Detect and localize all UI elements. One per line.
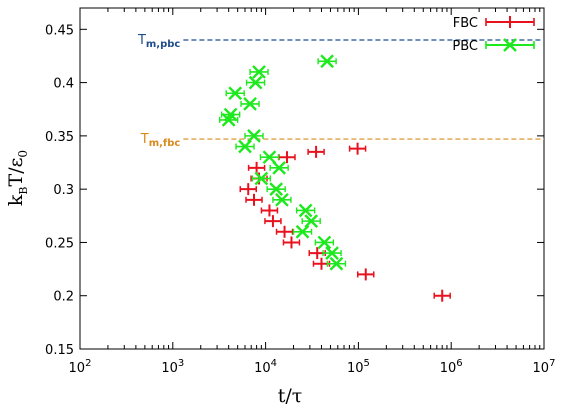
x-tick-label: 107 bbox=[533, 358, 556, 376]
reference-line-label-sub: m,pbc bbox=[146, 39, 181, 50]
y-tick-label: 0.35 bbox=[45, 130, 74, 145]
x-tick-label: 102 bbox=[69, 358, 92, 376]
reference-line-label-main: T bbox=[140, 132, 149, 147]
data-point bbox=[245, 75, 266, 90]
data-point bbox=[247, 161, 266, 174]
data-point bbox=[249, 65, 269, 79]
data-point bbox=[272, 192, 292, 207]
data-point bbox=[282, 236, 301, 249]
y-tick-label: 0.15 bbox=[45, 343, 74, 358]
y-tick-label: 0.45 bbox=[45, 23, 74, 38]
data-point bbox=[220, 107, 241, 122]
data-point bbox=[292, 224, 313, 239]
x-tick-label-exponent: 4 bbox=[271, 358, 277, 369]
data-point bbox=[314, 235, 335, 250]
reference-line-label-main: T bbox=[137, 33, 146, 48]
data-point bbox=[301, 214, 321, 228]
data-point bbox=[260, 204, 279, 217]
data-point bbox=[264, 215, 282, 228]
data-point bbox=[259, 150, 280, 165]
x-tick-label: 104 bbox=[254, 358, 277, 376]
y-axis-title-sub-0: 0 bbox=[16, 150, 30, 158]
y-axis-title-sub-b: B bbox=[17, 186, 30, 194]
data-point bbox=[269, 160, 289, 175]
data-point bbox=[307, 145, 325, 158]
x-tick-label-exponent: 7 bbox=[549, 358, 555, 369]
series-fbc bbox=[239, 142, 451, 302]
data-point bbox=[278, 151, 296, 164]
data-point bbox=[348, 142, 367, 155]
x-tick-label-base: 10 bbox=[347, 361, 364, 376]
data-point bbox=[326, 256, 347, 271]
plot-frame bbox=[79, 7, 545, 350]
x-tick-label-exponent: 2 bbox=[85, 358, 91, 369]
reference-line-label: Tm,pbc bbox=[137, 33, 180, 50]
y-axis-title-k: k bbox=[5, 194, 27, 206]
data-point bbox=[433, 289, 451, 302]
series-pbc bbox=[218, 54, 347, 271]
data-point bbox=[245, 193, 263, 206]
x-tick-label: 106 bbox=[440, 358, 463, 376]
y-tick-label: 0.3 bbox=[53, 183, 74, 198]
legend: FBC PBC bbox=[452, 16, 535, 54]
data-point bbox=[317, 54, 337, 69]
data-point bbox=[240, 97, 260, 111]
data-point bbox=[356, 268, 375, 281]
legend-swatch bbox=[485, 16, 535, 28]
data-point bbox=[275, 225, 294, 238]
y-axis-title-rest: T/ε bbox=[5, 158, 27, 187]
x-tick-label-exponent: 5 bbox=[363, 358, 369, 369]
x-tick-label: 103 bbox=[161, 358, 184, 376]
y-tick-label: 0.4 bbox=[53, 77, 74, 92]
legend-swatch bbox=[485, 38, 535, 52]
reference-line-label: Tm,fbc bbox=[140, 132, 181, 149]
y-tick-label: 0.2 bbox=[53, 290, 74, 305]
data-point bbox=[225, 86, 245, 101]
x-tick-label-base: 10 bbox=[533, 361, 550, 376]
y-axis-ticks: 0.15 0.2 0.25 0.3 0.35 0.4 0.45 bbox=[45, 23, 544, 358]
data-point bbox=[235, 139, 255, 154]
x-tick-label-base: 10 bbox=[254, 361, 271, 376]
x-tick-label-exponent: 6 bbox=[456, 358, 462, 369]
y-axis-title: kBT/ε0 bbox=[5, 150, 30, 206]
data-series bbox=[218, 54, 451, 302]
x-tick-label-base: 10 bbox=[161, 361, 178, 376]
x-tick-label-exponent: 3 bbox=[178, 358, 184, 369]
legend-label: PBC bbox=[452, 39, 478, 54]
data-point bbox=[244, 129, 264, 143]
data-point bbox=[251, 171, 272, 186]
legend-label: FBC bbox=[453, 16, 478, 31]
y-tick-label: 0.25 bbox=[45, 236, 74, 251]
x-axis-ticks: 102 103 104 105 106 107 bbox=[69, 8, 556, 376]
reference-line-label-sub: m,fbc bbox=[149, 138, 181, 149]
x-tick-label: 105 bbox=[347, 358, 370, 376]
data-point bbox=[295, 203, 316, 218]
x-tick-label-base: 10 bbox=[440, 361, 457, 376]
x-tick-label-base: 10 bbox=[69, 361, 86, 376]
x-axis-title: t/τ bbox=[278, 385, 303, 407]
data-point bbox=[266, 182, 286, 197]
data-point bbox=[322, 246, 342, 260]
data-point bbox=[239, 183, 257, 196]
